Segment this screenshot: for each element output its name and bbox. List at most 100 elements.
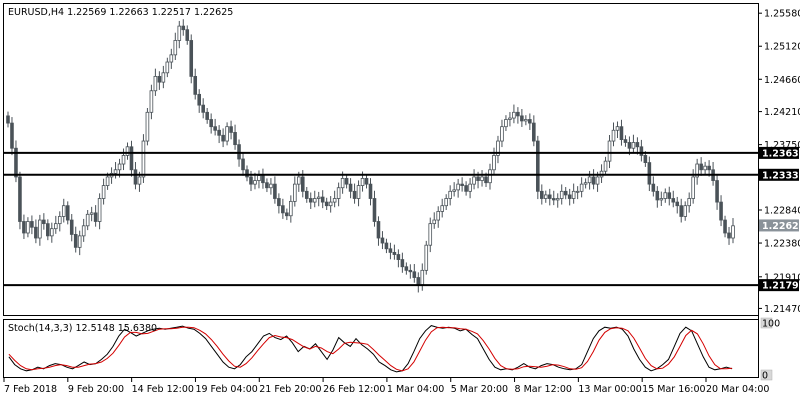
candle-body: [368, 183, 373, 199]
time-axis-ticks: 7 Feb 2018 9 Feb 20:00 14 Feb 12:00 19 Feb …: [3, 378, 769, 395]
candle-body: [328, 201, 333, 207]
price-tick-label: 1.25120: [764, 42, 800, 53]
candle-body: [101, 185, 106, 199]
candle-body: [480, 176, 484, 181]
candle-body: [655, 190, 660, 201]
candle-body: [149, 90, 154, 113]
candle-body: [615, 126, 620, 131]
level-price-label: 1.23330: [762, 170, 800, 181]
candle-body: [663, 192, 668, 199]
candle-body: [6, 115, 10, 124]
candle-body: [667, 192, 672, 199]
time-tick-label: 26 Feb 12:00: [323, 384, 385, 395]
time-tick-label: 9 Feb 20:00: [68, 384, 124, 395]
candle-body: [312, 198, 317, 203]
candle-body: [257, 175, 261, 181]
candle-body: [336, 187, 341, 199]
candle-body: [42, 219, 46, 225]
candle-body: [97, 198, 102, 222]
candle-body: [504, 119, 508, 128]
candle-body: [555, 198, 560, 201]
candle-body: [245, 169, 249, 178]
candle-body: [145, 111, 150, 142]
candle-body: [683, 205, 687, 217]
candle-body: [289, 200, 293, 217]
candle-body: [579, 183, 584, 192]
candle-body: [304, 190, 309, 199]
time-tick-label: 19 Feb 04:00: [195, 384, 257, 395]
candle-body: [237, 144, 241, 160]
candle-body: [412, 271, 417, 278]
time-tick-label: 14 Feb 12:00: [132, 384, 194, 395]
candle-body: [189, 40, 194, 77]
price-tick-label: 1.21470: [764, 304, 800, 315]
candle-body: [536, 140, 540, 192]
candle-body: [695, 163, 699, 178]
candle-body: [699, 163, 703, 171]
candle-body: [14, 147, 18, 178]
price-tick-label: 1.24210: [764, 107, 800, 118]
candle-body: [77, 235, 82, 248]
candle-body: [324, 201, 329, 207]
level-price-label: 1.23635: [762, 148, 800, 159]
candle-body: [105, 176, 110, 186]
candle-body: [125, 146, 130, 156]
candle-body: [34, 226, 38, 239]
candle-body: [65, 205, 70, 221]
candle-body: [416, 277, 421, 286]
candle-body: [719, 201, 723, 221]
price-tick-label: 1.22380: [764, 239, 800, 250]
candle-body: [364, 177, 369, 185]
candle-body: [591, 176, 596, 185]
candle-body: [269, 183, 273, 189]
candle-body: [173, 40, 178, 56]
candle-body: [464, 185, 468, 192]
candle-body: [567, 194, 572, 199]
candle-body: [197, 93, 201, 106]
candle-body: [715, 180, 719, 203]
price-tick-label: 1.22840: [764, 206, 800, 217]
candle-body: [332, 198, 337, 203]
candle-body: [205, 111, 209, 120]
stoch-indicator-label: Stoch(14,3,3) 12.5148 15.6380: [8, 323, 157, 334]
candle-body: [81, 225, 86, 237]
candle-body: [249, 176, 253, 185]
candle-body: [468, 183, 472, 192]
candle-body: [316, 196, 321, 199]
candle-body: [476, 176, 480, 181]
candle-body: [583, 182, 588, 185]
candle-body: [253, 180, 257, 185]
candle-body: [524, 119, 528, 122]
candle-body: [448, 190, 452, 199]
candle-body: [177, 25, 182, 41]
candle-body: [117, 163, 122, 171]
candle-body: [432, 219, 437, 225]
candle-body: [727, 232, 731, 239]
candle-body: [496, 140, 500, 156]
candle-body: [360, 177, 365, 186]
candle-body: [492, 155, 496, 171]
candle-body: [93, 212, 98, 222]
candle-body: [380, 237, 385, 244]
candle-body: [707, 165, 711, 171]
candle-body: [209, 119, 213, 128]
candle-body: [356, 185, 361, 199]
candle-body: [512, 111, 516, 119]
candle-body: [703, 165, 707, 171]
candle-body: [571, 190, 576, 199]
candles-layer: [6, 19, 735, 293]
candle-body: [265, 182, 269, 189]
price-tick-label: 1.24660: [764, 75, 800, 86]
candle-body: [308, 198, 313, 203]
candle-body: [121, 155, 126, 165]
candle-body: [261, 175, 265, 184]
candle-body: [241, 158, 245, 171]
candle-body: [631, 142, 636, 149]
candle-body: [420, 269, 425, 286]
candle-body: [133, 169, 138, 185]
candle-body: [675, 201, 680, 207]
candle-body: [528, 119, 532, 124]
candle-body: [38, 219, 42, 239]
